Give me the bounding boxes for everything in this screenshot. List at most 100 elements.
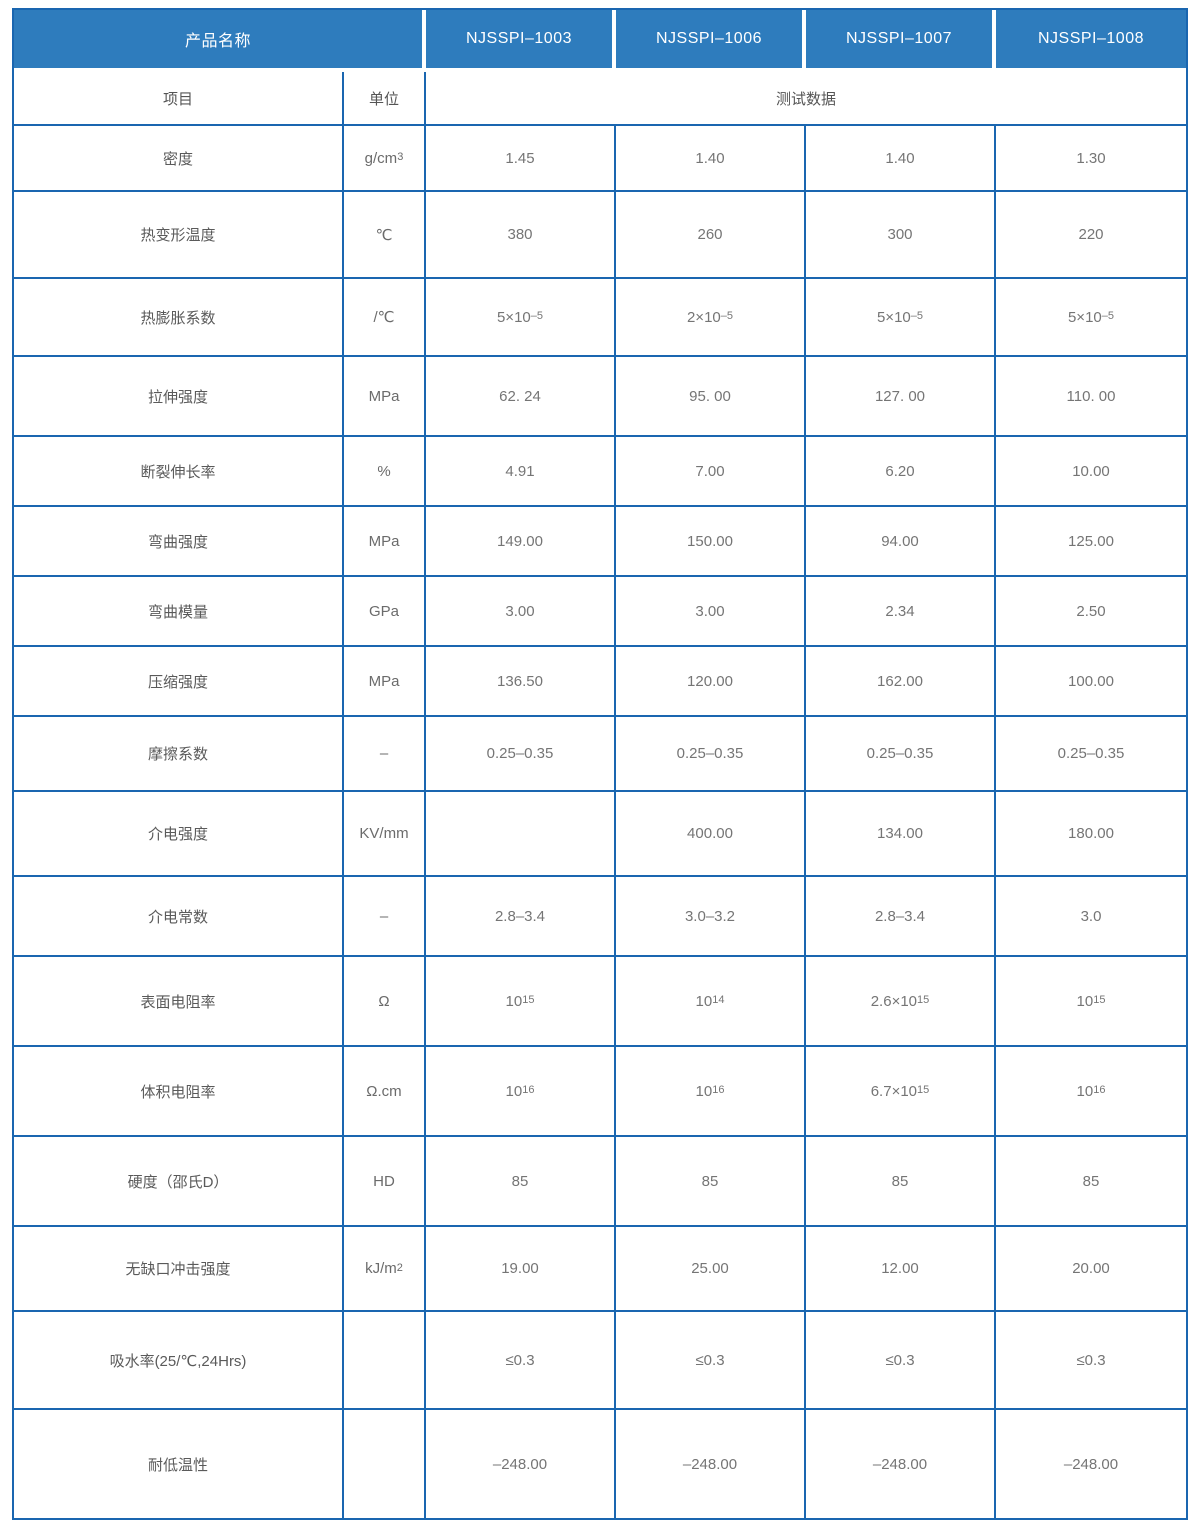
table-row: 弯曲强度 MPa 149.00 150.00 94.00 125.00: [14, 507, 1186, 577]
value-cell: 1.30: [996, 126, 1186, 192]
product-spec-table: 产品名称 NJSSPI–1003 NJSSPI–1006 NJSSPI–1007…: [12, 8, 1188, 1520]
table-row: 介电强度 KV/mm 400.00 134.00 180.00: [14, 792, 1186, 877]
value-cell: 10.00: [996, 437, 1186, 507]
value-cell: 3.0–3.2: [616, 877, 806, 957]
value-cell: 12.00: [806, 1227, 996, 1312]
value-cell: –248.00: [806, 1410, 996, 1518]
value-cell: 149.00: [426, 507, 616, 577]
value-cell: ≤0.3: [806, 1312, 996, 1410]
value-cell: 95. 00: [616, 357, 806, 437]
value-cell: 1.40: [806, 126, 996, 192]
value-cell: 2.8–3.4: [426, 877, 616, 957]
value-cell: 10 16: [616, 1047, 806, 1137]
value-cell: 6.20: [806, 437, 996, 507]
value-cell: 400.00: [616, 792, 806, 877]
value-cell: 1.45: [426, 126, 616, 192]
unit-cell: HD: [344, 1137, 426, 1227]
value-cell: 5×10 –5: [806, 279, 996, 357]
row-label: 介电常数: [14, 877, 344, 957]
unit-cell: MPa: [344, 647, 426, 717]
value-cell: 94.00: [806, 507, 996, 577]
value-cell: 3.0: [996, 877, 1186, 957]
unit-cell: –: [344, 717, 426, 792]
unit-cell: [344, 1410, 426, 1518]
value-cell: 10 16: [996, 1047, 1186, 1137]
value-cell: 62. 24: [426, 357, 616, 437]
value-cell: 180.00: [996, 792, 1186, 877]
value-cell: 1.40: [616, 126, 806, 192]
value-cell: 0.25–0.35: [996, 717, 1186, 792]
unit-cell: MPa: [344, 357, 426, 437]
value-cell: 162.00: [806, 647, 996, 717]
table-row: 摩擦系数 –0.25–0.35 0.25–0.35 0.25–0.35 0.25–0.3…: [14, 717, 1186, 792]
unit-cell: KV/mm: [344, 792, 426, 877]
row-label: 热变形温度: [14, 192, 344, 279]
value-cell: ≤0.3: [996, 1312, 1186, 1410]
unit-cell: –: [344, 877, 426, 957]
value-cell: 85: [426, 1137, 616, 1227]
value-cell: 0.25–0.35: [616, 717, 806, 792]
value-cell: 2.8–3.4: [806, 877, 996, 957]
row-label: 热膨胀系数: [14, 279, 344, 357]
unit-column-header: 单位: [344, 72, 426, 126]
row-label: 无缺口冲击强度: [14, 1227, 344, 1312]
row-label: 硬度（邵氏D）: [14, 1137, 344, 1227]
value-cell: 120.00: [616, 647, 806, 717]
product-header-1006: NJSSPI–1006: [616, 10, 806, 72]
value-cell: –248.00: [996, 1410, 1186, 1518]
unit-cell: Ω: [344, 957, 426, 1047]
value-cell: –248.00: [426, 1410, 616, 1518]
row-label: 体积电阻率: [14, 1047, 344, 1137]
value-cell: ≤0.3: [426, 1312, 616, 1410]
value-cell: 150.00: [616, 507, 806, 577]
header-row: 产品名称 NJSSPI–1003 NJSSPI–1006 NJSSPI–1007…: [14, 10, 1186, 72]
value-cell: 10 14: [616, 957, 806, 1047]
unit-cell: GPa: [344, 577, 426, 647]
table-body: 密度 g/cm 3 1.45 1.40 1.40 1.30 热变形温度 ℃ 380 260 300 22…: [14, 126, 1186, 1518]
product-header-1003: NJSSPI–1003: [426, 10, 616, 72]
value-cell: 2.34: [806, 577, 996, 647]
value-cell: 10 15: [996, 957, 1186, 1047]
table-row: 耐低温性 –248.00 –248.00 –248.00 –248.00: [14, 1410, 1186, 1518]
unit-cell: /℃: [344, 279, 426, 357]
row-label: 压缩强度: [14, 647, 344, 717]
value-cell: 0.25–0.35: [426, 717, 616, 792]
unit-cell: kJ/m 2: [344, 1227, 426, 1312]
table-row: 热膨胀系数/℃ 5×10 –5 2×10 –5 5×10 –5 5×10 –5: [14, 279, 1186, 357]
table-row: 拉伸强度 MPa 62. 24 95. 00 127. 00 110. 00: [14, 357, 1186, 437]
table-row: 硬度（邵氏D） HD 85 85 85 85: [14, 1137, 1186, 1227]
value-cell: 19.00: [426, 1227, 616, 1312]
value-cell: 380: [426, 192, 616, 279]
value-cell: 85: [806, 1137, 996, 1227]
table-row: 表面电阻率 Ω 10 15 10 14 2.6×10 15 10 15: [14, 957, 1186, 1047]
table-row: 密度 g/cm 3 1.45 1.40 1.40 1.30: [14, 126, 1186, 192]
value-cell: 125.00: [996, 507, 1186, 577]
value-cell: 5×10 –5: [996, 279, 1186, 357]
value-cell: 85: [996, 1137, 1186, 1227]
value-cell: 3.00: [426, 577, 616, 647]
table-row: 弯曲模量 GPa 3.00 3.00 2.34 2.50: [14, 577, 1186, 647]
value-cell: 5×10 –5: [426, 279, 616, 357]
value-cell: 2.6×10 15: [806, 957, 996, 1047]
product-header-1008: NJSSPI–1008: [996, 10, 1186, 72]
value-cell: 100.00: [996, 647, 1186, 717]
product-header-1007: NJSSPI–1007: [806, 10, 996, 72]
value-cell: [426, 792, 616, 877]
value-cell: 3.00: [616, 577, 806, 647]
table-row: 吸水率(25/℃,24Hrs) ≤0.3 ≤0.3 ≤0.3 ≤0.3: [14, 1312, 1186, 1410]
product-name-header: 产品名称: [14, 10, 426, 72]
row-label: 吸水率(25/℃,24Hrs): [14, 1312, 344, 1410]
row-label: 表面电阻率: [14, 957, 344, 1047]
value-cell: –248.00: [616, 1410, 806, 1518]
table-row: 断裂伸长率% 4.91 7.00 6.20 10.00: [14, 437, 1186, 507]
row-label: 介电强度: [14, 792, 344, 877]
row-label: 断裂伸长率: [14, 437, 344, 507]
row-label: 密度: [14, 126, 344, 192]
value-cell: 220: [996, 192, 1186, 279]
value-cell: 6.7×10 15: [806, 1047, 996, 1137]
value-cell: 300: [806, 192, 996, 279]
row-label: 弯曲模量: [14, 577, 344, 647]
value-cell: 10 15: [426, 957, 616, 1047]
value-cell: ≤0.3: [616, 1312, 806, 1410]
